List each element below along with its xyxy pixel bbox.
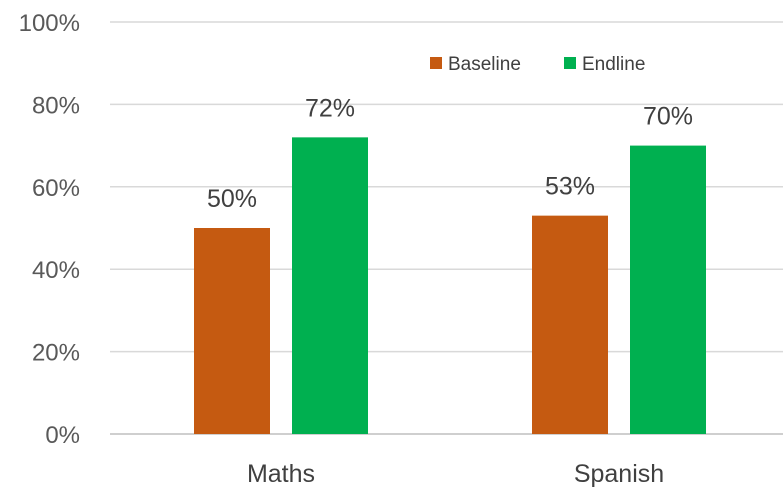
data-label: 72% [305, 94, 355, 122]
data-labels: 50% 53% 72% 70% [207, 94, 693, 213]
legend-label-baseline: Baseline [448, 54, 521, 75]
bars [194, 137, 706, 435]
data-label: 70% [643, 103, 693, 131]
x-category-label: Spanish [574, 460, 664, 488]
bar-endline-maths [292, 137, 368, 435]
y-tick-label: 100% [19, 10, 80, 37]
y-tick-label: 80% [32, 92, 80, 119]
bar-baseline-maths [194, 228, 270, 434]
legend: Baseline Endline [430, 54, 645, 75]
y-tick-label: 40% [32, 257, 80, 284]
x-axis-category-labels: Maths Spanish [247, 460, 664, 488]
bar-endline-spanish [630, 145, 706, 434]
bar-baseline-spanish [532, 215, 608, 434]
y-tick-label: 0% [45, 422, 80, 449]
x-category-label: Maths [247, 460, 315, 488]
y-axis-tick-labels: 0% 20% 40% 60% 80% 100% [19, 10, 80, 449]
legend-swatch-baseline [430, 57, 442, 69]
data-label: 53% [545, 173, 595, 201]
legend-swatch-endline [564, 57, 576, 69]
legend-label-endline: Endline [582, 54, 645, 75]
y-tick-label: 60% [32, 175, 80, 202]
data-label: 50% [207, 185, 257, 213]
y-tick-label: 20% [32, 340, 80, 367]
